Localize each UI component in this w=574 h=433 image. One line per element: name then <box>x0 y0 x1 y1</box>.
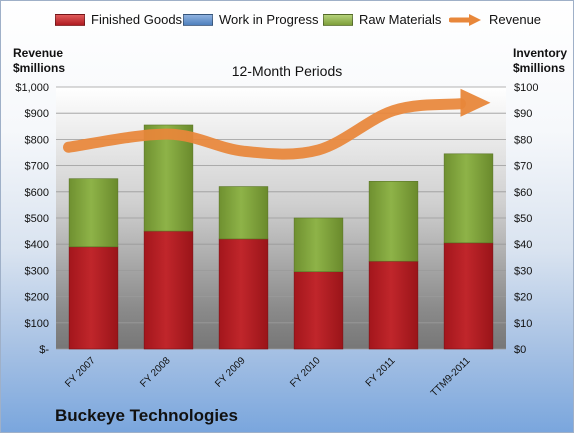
revenue-arrowhead <box>460 88 491 117</box>
legend-swatch-work-in-progress <box>183 13 213 26</box>
bar-raw-materials <box>293 217 344 273</box>
revenue-line <box>63 98 466 160</box>
legend-label-revenue: Revenue <box>489 12 542 27</box>
right-tick-label: $40 <box>514 239 532 251</box>
left-tick-label: $- <box>39 344 49 356</box>
left-axis-title: Revenue $millions <box>13 46 65 76</box>
bar-raw-materials <box>68 178 119 248</box>
legend-label-raw-materials: Raw Materials <box>359 12 442 27</box>
bar-finished-goods <box>143 230 194 350</box>
bar-finished-goods <box>443 242 494 350</box>
left-tick-label: $300 <box>25 265 49 277</box>
legend-item-raw-materials: Raw Materials <box>323 12 441 27</box>
right-tick-label: $50 <box>514 213 532 225</box>
legend-item-finished-goods: Finished Goods <box>55 12 182 27</box>
category-label: FY 2010 <box>288 355 323 390</box>
right-tick-label: $70 <box>514 161 532 173</box>
right-tick-label: $0 <box>514 344 526 356</box>
legend-item-work-in-progress: Work in Progress <box>183 12 318 27</box>
right-tick-label: $90 <box>514 108 532 120</box>
right-tick-label: $30 <box>514 265 532 277</box>
legend-label-work-in-progress: Work in Progress <box>219 12 319 27</box>
bar-raw-materials <box>368 181 419 262</box>
legend-swatch-finished-goods <box>55 13 85 26</box>
category-label: TTM9-2011 <box>429 355 473 399</box>
bar-finished-goods <box>68 246 119 350</box>
right-axis-title-line1: Inventory <box>513 46 568 60</box>
left-tick-label: $400 <box>25 239 49 251</box>
legend-arrow-revenue <box>449 13 481 26</box>
bar-raw-materials <box>443 153 494 244</box>
left-tick-label: $100 <box>25 318 49 330</box>
chart-subtitle: 12-Month Periods <box>231 63 343 79</box>
legend: Finished Goods Work in Progress Raw Mate… <box>1 12 573 34</box>
left-tick-label: $1,000 <box>15 82 49 94</box>
right-tick-label: $20 <box>514 292 532 304</box>
right-tick-label: $10 <box>514 318 532 330</box>
legend-swatch-raw-materials <box>323 13 353 26</box>
bar-raw-materials <box>218 186 269 240</box>
left-tick-label: $600 <box>25 187 49 199</box>
bar-finished-goods <box>293 271 344 350</box>
left-axis-title-line2: $millions <box>13 61 66 75</box>
right-tick-label: $100 <box>514 82 538 94</box>
right-tick-label: $60 <box>514 187 532 199</box>
left-tick-label: $800 <box>25 134 49 146</box>
left-axis-title-line1: Revenue <box>13 46 64 60</box>
left-tick-label: $200 <box>25 292 49 304</box>
left-tick-label: $500 <box>25 213 49 225</box>
category-label: FY 2009 <box>213 355 248 390</box>
company-name: Buckeye Technologies <box>55 406 238 425</box>
left-tick-label: $900 <box>25 108 49 120</box>
bar-finished-goods <box>218 238 269 350</box>
right-tick-label: $80 <box>514 134 532 146</box>
legend-label-finished-goods: Finished Goods <box>91 12 183 27</box>
legend-item-revenue: Revenue <box>449 12 541 27</box>
category-label: FY 2011 <box>364 355 398 389</box>
category-label: FY 2008 <box>138 355 173 390</box>
left-tick-label: $700 <box>25 161 49 173</box>
category-label: FY 2007 <box>63 355 98 390</box>
bar-finished-goods <box>368 260 419 350</box>
bar-raw-materials <box>143 124 194 232</box>
right-axis-title-line2: $millions <box>513 61 566 75</box>
right-axis-title: Inventory $millions <box>513 46 567 76</box>
